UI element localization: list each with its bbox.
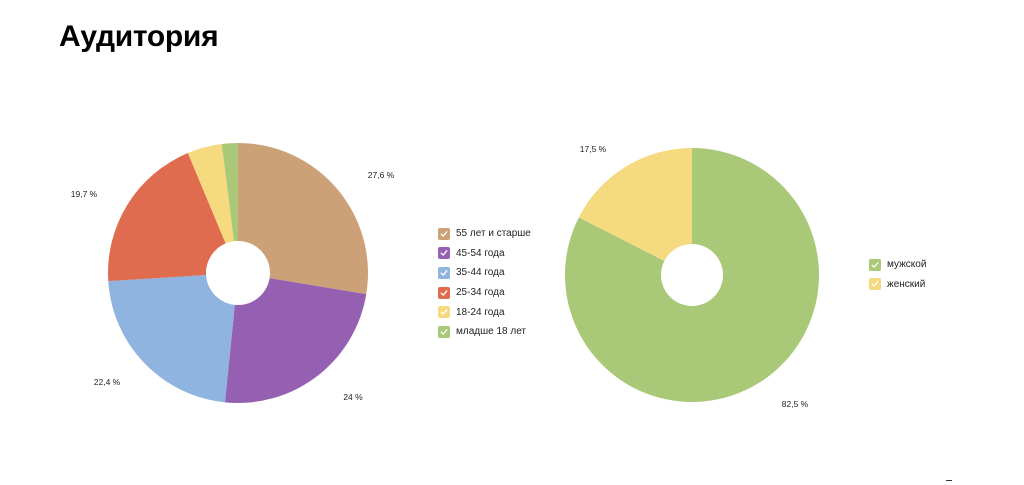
gender-legend: мужской женский — [869, 255, 926, 294]
slice-25-34-года — [108, 153, 238, 282]
page-title: Аудитория — [59, 20, 219, 53]
value-label-женский: 17,5 % — [580, 144, 607, 154]
donut-hole — [206, 241, 270, 305]
legend-item-25-34-года[interactable]: 25-34 года — [438, 283, 531, 303]
slice-45-54-года — [224, 273, 367, 403]
checkbox-icon[interactable] — [869, 258, 881, 271]
checkbox-icon[interactable] — [438, 247, 450, 260]
value-label-25-34-года: 19,7 % — [71, 189, 98, 199]
legend-label: младше 18 лет — [456, 326, 527, 338]
legend-item-55-лет-и-старше[interactable]: 55 лет и старше — [438, 224, 531, 244]
slice-младше-18-лет — [221, 143, 238, 273]
legend-label: 25-34 года — [456, 287, 505, 299]
age-donut-chart: 27,6 % 24 % 22,4 % 19,7 % — [71, 143, 395, 403]
legend-item-18-24-года[interactable]: 18-24 года — [438, 302, 531, 322]
gender-donut-chart: 82,5 % 17,5 % — [564, 144, 819, 409]
checkbox-icon[interactable] — [438, 266, 450, 279]
legend-label: 18-24 года — [456, 306, 505, 318]
legend-label: 35-44 года — [456, 267, 505, 279]
legend-label: мужской — [887, 259, 927, 271]
checkbox-icon[interactable] — [438, 227, 450, 240]
legend-item-35-44-года[interactable]: 35-44 года — [438, 263, 531, 283]
value-label-55-лет-и-старше: 27,6 % — [368, 170, 395, 180]
checkbox-icon[interactable] — [438, 306, 450, 319]
value-label-35-44-года: 22,4 % — [94, 377, 121, 387]
donut-hole — [661, 244, 723, 306]
age-legend: 55 лет и старше 45-54 года 35-44 года 25-34… — [438, 224, 531, 342]
legend-label: 45-54 года — [456, 247, 505, 259]
slice-женский — [578, 147, 692, 275]
legend-label: женский — [887, 278, 926, 290]
slice-35-44-года — [108, 273, 238, 403]
legend-item-45-54-года[interactable]: 45-54 года — [438, 244, 531, 264]
legend-label: 55 лет и старше — [456, 228, 531, 240]
checkbox-icon[interactable] — [869, 278, 881, 291]
slice-55-лет-и-старше — [238, 143, 369, 295]
slide-corner-mark — [946, 480, 952, 481]
legend-item-младше-18-лет[interactable]: младше 18 лет — [438, 322, 531, 342]
legend-item-женский[interactable]: женский — [869, 275, 926, 295]
slice-18-24-года — [187, 144, 238, 273]
checkbox-icon[interactable] — [438, 286, 450, 299]
legend-item-мужской[interactable]: мужской — [869, 255, 926, 275]
value-label-мужской: 82,5 % — [782, 399, 809, 409]
checkbox-icon[interactable] — [438, 325, 450, 338]
value-label-45-54-года: 24 % — [343, 392, 363, 402]
